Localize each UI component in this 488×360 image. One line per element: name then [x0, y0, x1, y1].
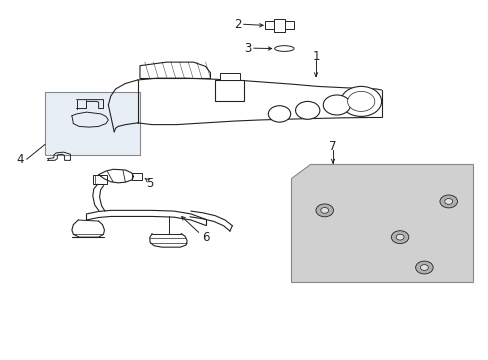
- Bar: [131, 173, 142, 180]
- Text: 1: 1: [311, 50, 319, 63]
- Circle shape: [347, 91, 374, 111]
- Text: 5: 5: [146, 177, 153, 190]
- Circle shape: [320, 207, 328, 213]
- Circle shape: [268, 106, 290, 122]
- Circle shape: [395, 234, 403, 240]
- Text: 3: 3: [244, 42, 251, 55]
- Bar: [273, 19, 285, 32]
- Circle shape: [340, 86, 381, 116]
- Circle shape: [390, 231, 408, 244]
- Circle shape: [323, 95, 350, 115]
- Circle shape: [295, 102, 319, 119]
- Text: 4: 4: [16, 153, 23, 166]
- Circle shape: [444, 198, 452, 204]
- Circle shape: [315, 204, 333, 217]
- Text: 2: 2: [233, 18, 241, 31]
- Bar: [285, 21, 293, 29]
- Bar: [264, 21, 273, 29]
- Circle shape: [415, 261, 432, 274]
- Bar: [215, 80, 244, 102]
- Polygon shape: [290, 164, 472, 282]
- Bar: [93, 175, 107, 184]
- Bar: [220, 73, 239, 80]
- Text: 7: 7: [328, 140, 336, 153]
- Ellipse shape: [274, 46, 293, 51]
- Text: 6: 6: [202, 231, 209, 244]
- Circle shape: [420, 265, 427, 270]
- Circle shape: [439, 195, 457, 208]
- Bar: [45, 93, 140, 155]
